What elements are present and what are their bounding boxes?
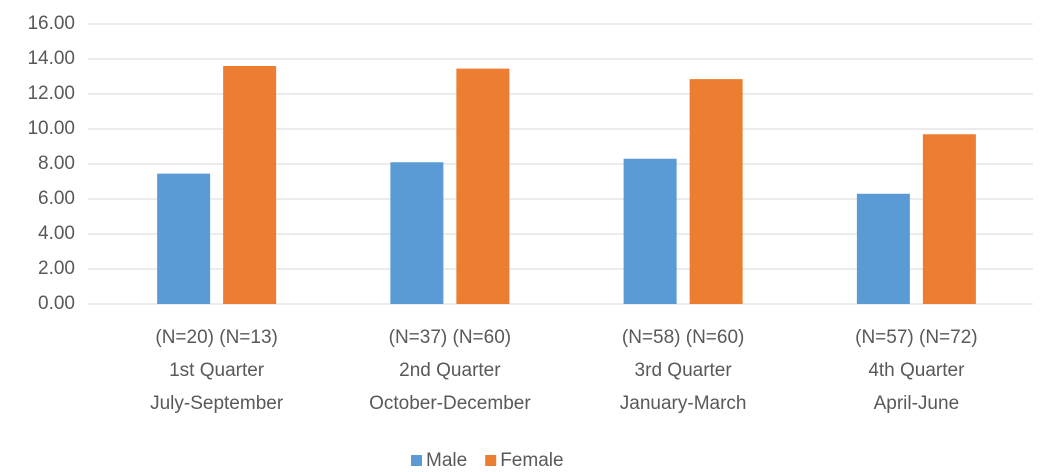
x-tick-label: January-March	[620, 393, 747, 414]
y-tick-label: 0.00	[38, 293, 75, 314]
legend-label: Female	[500, 450, 563, 471]
legend-label: Male	[426, 450, 467, 471]
bar	[689, 79, 743, 304]
bar	[157, 173, 211, 304]
y-tick-label: 10.00	[27, 118, 75, 139]
y-tick-label: 12.00	[27, 83, 75, 104]
y-tick-label: 8.00	[38, 153, 75, 174]
bar	[922, 134, 976, 304]
bar	[223, 66, 277, 304]
bar	[623, 158, 677, 304]
bar	[390, 162, 444, 304]
y-tick-label: 4.00	[38, 223, 75, 244]
legend-swatch	[485, 455, 497, 466]
x-tick-label: 2nd Quarter	[399, 360, 501, 381]
legend-swatch	[411, 455, 422, 466]
x-tick-label: 1st Quarter	[169, 360, 265, 381]
x-tick-label: (N=37) (N=60)	[389, 327, 512, 348]
x-tick-label: October-December	[369, 393, 531, 414]
y-tick-label: 2.00	[38, 258, 75, 279]
x-tick-label: April-June	[874, 393, 960, 414]
bar	[856, 193, 910, 304]
y-tick-label: 6.00	[38, 188, 75, 209]
x-tick-label: (N=58) (N=60)	[622, 327, 745, 348]
x-tick-label: (N=20) (N=13)	[155, 327, 278, 348]
x-tick-label: 4th Quarter	[868, 360, 965, 381]
x-tick-label: 3rd Quarter	[635, 360, 733, 381]
x-tick-label: (N=57) (N=72)	[855, 327, 978, 348]
y-tick-label: 14.00	[27, 48, 75, 69]
x-tick-label: July-September	[150, 393, 284, 414]
bar	[456, 68, 510, 304]
y-tick-label: 16.00	[27, 13, 75, 34]
